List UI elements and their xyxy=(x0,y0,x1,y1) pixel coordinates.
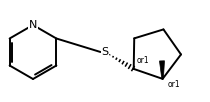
Text: or1: or1 xyxy=(168,80,180,89)
Text: N: N xyxy=(29,20,37,30)
Text: S: S xyxy=(101,47,109,57)
Text: or1: or1 xyxy=(136,56,149,65)
Polygon shape xyxy=(159,61,164,79)
